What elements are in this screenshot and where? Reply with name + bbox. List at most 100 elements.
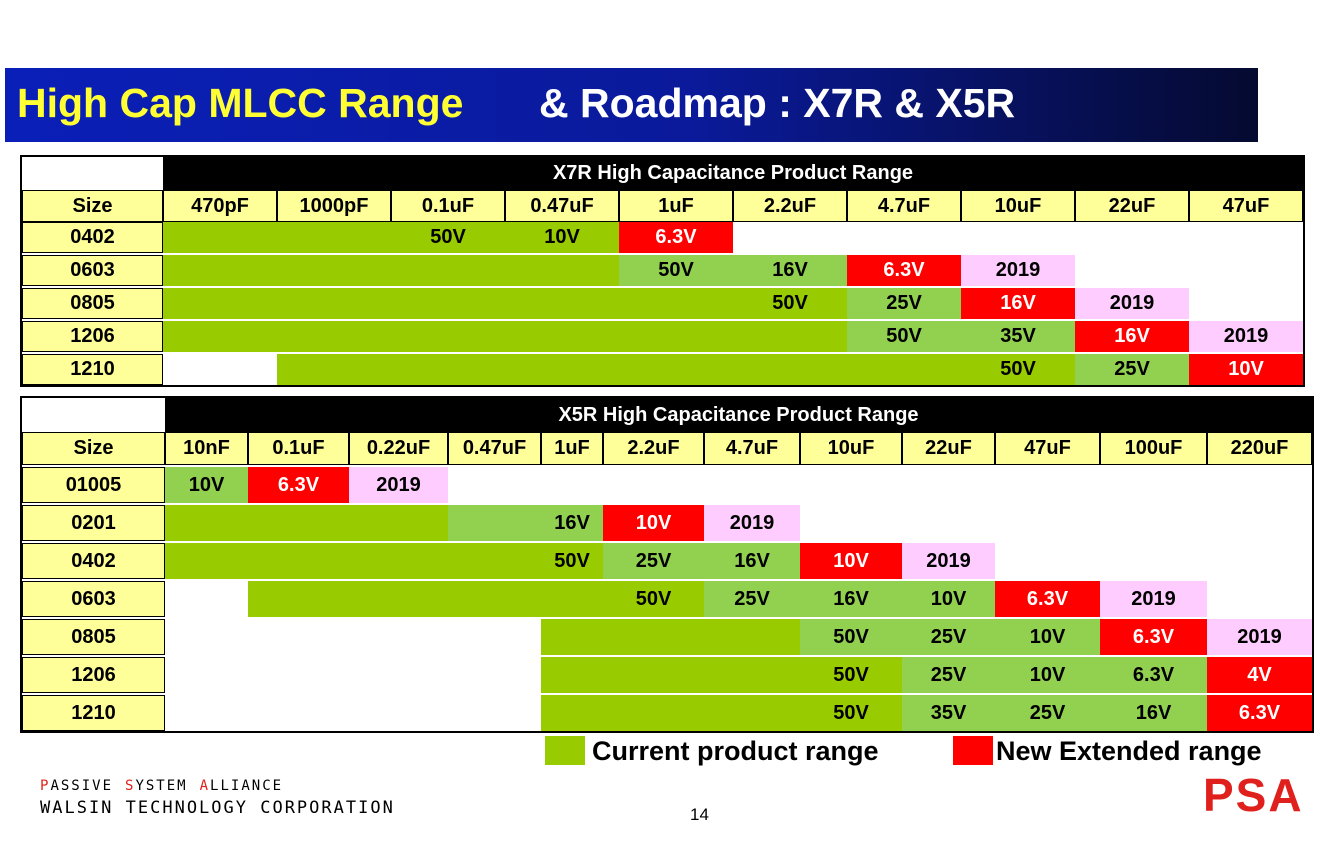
range-cell: 25V	[995, 695, 1100, 731]
range-cell	[733, 354, 847, 385]
range-cell	[1075, 222, 1189, 253]
range-cell: 6.3V	[1100, 619, 1207, 655]
range-cell	[704, 695, 800, 731]
size-cell: 0603	[22, 255, 163, 286]
range-cell: 16V	[800, 581, 902, 617]
range-cell: 50V	[800, 657, 902, 693]
range-cell	[603, 695, 704, 731]
range-cell: 10V	[1189, 354, 1303, 385]
range-cell	[163, 288, 277, 319]
range-cell	[603, 467, 704, 503]
size-cell: 1206	[22, 321, 163, 352]
legend-swatch	[953, 736, 993, 765]
title-sub: & Roadmap : X7R & X5R	[539, 80, 1016, 126]
page-number: 14	[690, 805, 709, 824]
range-cell	[248, 657, 349, 693]
range-cell: 16V	[961, 288, 1075, 319]
range-cell	[448, 695, 541, 731]
range-cell	[1100, 467, 1207, 503]
range-cell: 16V	[733, 255, 847, 286]
range-cell: 2019	[902, 543, 995, 579]
range-cell	[1100, 505, 1207, 541]
range-cell: 25V	[603, 543, 704, 579]
range-cell	[1207, 467, 1312, 503]
range-cell: 2019	[349, 467, 448, 503]
range-cell: 10V	[902, 581, 995, 617]
range-cell	[163, 255, 277, 286]
size-cell: 1206	[22, 657, 165, 693]
range-cell	[349, 695, 448, 731]
range-cell	[277, 222, 391, 253]
range-cell: 50V	[800, 619, 902, 655]
range-cell: 25V	[1075, 354, 1189, 385]
range-cell	[165, 657, 248, 693]
range-cell: 50V	[733, 288, 847, 319]
range-cell	[248, 619, 349, 655]
range-cell	[847, 354, 961, 385]
range-cell: 2019	[704, 505, 800, 541]
range-cell	[541, 619, 603, 655]
alliance-word: PASSIVE	[40, 778, 114, 794]
column-header: 10uF	[961, 190, 1075, 222]
range-cell	[165, 543, 248, 579]
range-cell	[800, 505, 902, 541]
logo: PSA	[1203, 769, 1304, 821]
range-cell: 10V	[505, 222, 619, 253]
range-cell	[448, 505, 541, 541]
range-cell: 25V	[847, 288, 961, 319]
range-cell	[163, 354, 277, 385]
range-cell	[448, 543, 541, 579]
title-bar: High Cap MLCC Range & Roadmap : X7R & X5…	[5, 68, 1258, 142]
alliance-word: SYSTEM	[125, 778, 188, 794]
range-cell: 10V	[995, 619, 1100, 655]
range-cell	[619, 288, 733, 319]
range-cell	[248, 543, 349, 579]
range-cell	[1189, 222, 1303, 253]
range-cell	[995, 543, 1100, 579]
range-cell	[541, 581, 603, 617]
table-frame	[20, 396, 1314, 733]
range-cell: 10V	[800, 543, 902, 579]
range-cell	[800, 467, 902, 503]
range-cell: 50V	[961, 354, 1075, 385]
range-cell	[704, 657, 800, 693]
range-cell: 6.3V	[847, 255, 961, 286]
column-header: 0.1uF	[248, 432, 349, 465]
range-cell: 2019	[1189, 321, 1303, 352]
range-cell: 50V	[619, 255, 733, 286]
size-cell: 0805	[22, 288, 163, 319]
range-cell	[248, 581, 349, 617]
range-cell	[733, 321, 847, 352]
range-cell	[541, 467, 603, 503]
range-cell	[349, 581, 448, 617]
column-header: 1000pF	[277, 190, 391, 222]
range-cell	[1207, 581, 1312, 617]
range-cell	[277, 288, 391, 319]
range-cell	[165, 505, 248, 541]
legend-label: New Extended range	[996, 736, 1262, 766]
range-cell	[505, 321, 619, 352]
range-cell: 25V	[902, 657, 995, 693]
range-cell	[1189, 255, 1303, 286]
size-header: Size	[22, 190, 163, 222]
range-cell: 50V	[391, 222, 505, 253]
legend-swatch	[545, 736, 585, 765]
range-cell: 2019	[1075, 288, 1189, 319]
range-cell	[391, 354, 505, 385]
range-cell: 16V	[541, 505, 603, 541]
column-header: 0.1uF	[391, 190, 505, 222]
column-header: 0.47uF	[505, 190, 619, 222]
range-cell	[733, 222, 847, 253]
range-cell	[448, 581, 541, 617]
range-cell	[391, 321, 505, 352]
size-header: Size	[22, 432, 165, 465]
column-header: 22uF	[902, 432, 995, 465]
column-header: 470pF	[163, 190, 277, 222]
range-cell	[349, 657, 448, 693]
column-header: 1uF	[541, 432, 603, 465]
range-cell: 6.3V	[619, 222, 733, 253]
range-cell: 16V	[704, 543, 800, 579]
column-header: 2.2uF	[603, 432, 704, 465]
range-cell: 10V	[165, 467, 248, 503]
